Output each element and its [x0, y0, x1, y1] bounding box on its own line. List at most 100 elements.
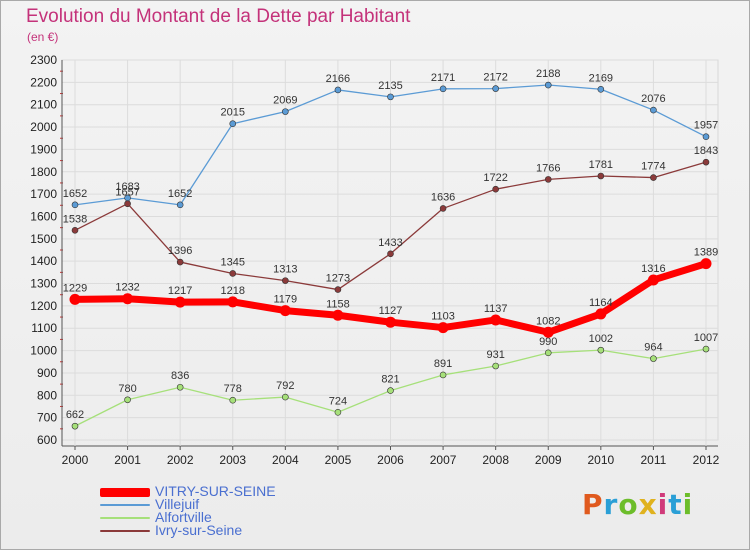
legend-label: Villejuif [155, 496, 200, 512]
data-label: 1313 [273, 264, 297, 276]
data-label: 1127 [379, 305, 403, 317]
logo-letter: r [603, 488, 619, 521]
data-point [229, 270, 237, 277]
data-label: 1957 [694, 120, 718, 132]
chart-subtitle: (en €) [27, 30, 59, 44]
data-label: 1636 [431, 191, 455, 203]
data-label: 1229 [63, 282, 87, 294]
data-point [334, 86, 342, 94]
data-label: 2188 [536, 68, 560, 80]
legend-label: Ivry-sur-Seine [155, 522, 243, 538]
logo-letter: x [638, 488, 658, 521]
data-label: 1002 [589, 333, 613, 345]
x-tick-label: 2006 [377, 453, 404, 467]
logo-letter: P [582, 488, 604, 521]
data-label: 821 [381, 374, 399, 386]
data-label: 1103 [431, 311, 455, 323]
legend-item: Ivry-sur-Seine [100, 522, 360, 538]
data-label: 1232 [115, 282, 139, 294]
data-point [650, 355, 657, 362]
data-point [650, 106, 657, 114]
y-tick-label: 800 [37, 388, 57, 402]
data-label: 2069 [273, 95, 297, 107]
y-tick-label: 600 [37, 433, 57, 447]
y-tick-label: 1600 [30, 209, 57, 223]
data-label: 1766 [536, 162, 560, 174]
data-label: 836 [171, 370, 189, 382]
data-label: 778 [224, 383, 242, 395]
data-label: 964 [644, 342, 662, 354]
data-point [650, 174, 657, 181]
data-point [492, 85, 499, 92]
data-label: 1082 [536, 315, 560, 327]
x-tick-label: 2007 [430, 453, 457, 467]
y-tick-label: 1400 [30, 254, 57, 268]
data-label: 1774 [641, 161, 665, 173]
legend-item: Alfortville [100, 509, 360, 525]
x-tick-label: 2011 [641, 453, 667, 467]
data-point [282, 393, 289, 401]
legend-swatch [100, 517, 150, 519]
legend-item: VITRY-SUR-SEINE [100, 483, 360, 499]
data-point [387, 250, 394, 258]
logo-letter: t [668, 488, 683, 521]
data-label: 891 [434, 358, 452, 370]
data-point [437, 322, 449, 334]
proxiti-logo: Proxiti [582, 488, 693, 521]
data-point [227, 296, 239, 308]
legend-swatch [100, 530, 150, 532]
data-point [700, 258, 712, 270]
data-label: 1137 [484, 303, 508, 315]
legend-label: Alfortville [155, 509, 212, 525]
x-tick-label: 2005 [325, 453, 352, 467]
x-tick-label: 2002 [167, 453, 194, 467]
data-label: 1007 [694, 332, 718, 344]
x-tick-label: 2010 [587, 453, 614, 467]
data-point [595, 308, 607, 320]
data-label: 2076 [641, 93, 665, 105]
y-tick-label: 1700 [30, 187, 57, 201]
data-point [492, 185, 499, 193]
data-point [174, 296, 186, 308]
data-point [176, 258, 184, 266]
x-tick-label: 2001 [114, 453, 141, 467]
data-point [334, 286, 342, 293]
data-label: 724 [329, 395, 347, 407]
data-point [124, 396, 131, 404]
data-point [544, 176, 552, 183]
y-tick-label: 2300 [30, 53, 57, 67]
x-tick-label: 2003 [219, 453, 246, 467]
data-label: 2171 [431, 72, 455, 84]
data-point [71, 227, 79, 234]
logo-letter: i [682, 488, 694, 521]
data-point [282, 108, 289, 115]
data-point [282, 277, 289, 284]
data-point [702, 133, 710, 140]
data-label: 1683 [115, 181, 139, 193]
data-point [647, 274, 659, 286]
data-point [702, 158, 710, 166]
legend-item: Villejuif [100, 496, 360, 512]
data-point [597, 346, 605, 354]
y-tick-label: 1100 [31, 321, 57, 335]
data-label: 1158 [326, 298, 350, 310]
y-tick-label: 1300 [30, 277, 57, 291]
data-point [597, 172, 605, 180]
y-tick-label: 1000 [30, 344, 57, 358]
data-label: 1179 [274, 294, 298, 306]
data-point [439, 205, 447, 212]
x-tick-label: 2000 [62, 453, 89, 467]
data-point [544, 349, 552, 357]
data-point [387, 387, 394, 394]
legend-swatch [100, 487, 150, 497]
data-point [492, 362, 499, 370]
data-point [124, 200, 131, 208]
y-tick-label: 2000 [30, 120, 57, 134]
logo-letter: o [618, 488, 639, 521]
y-tick-label: 700 [37, 411, 57, 425]
data-label: 1781 [589, 159, 613, 171]
data-point [387, 93, 394, 101]
data-point [71, 201, 79, 209]
data-label: 792 [276, 380, 294, 392]
